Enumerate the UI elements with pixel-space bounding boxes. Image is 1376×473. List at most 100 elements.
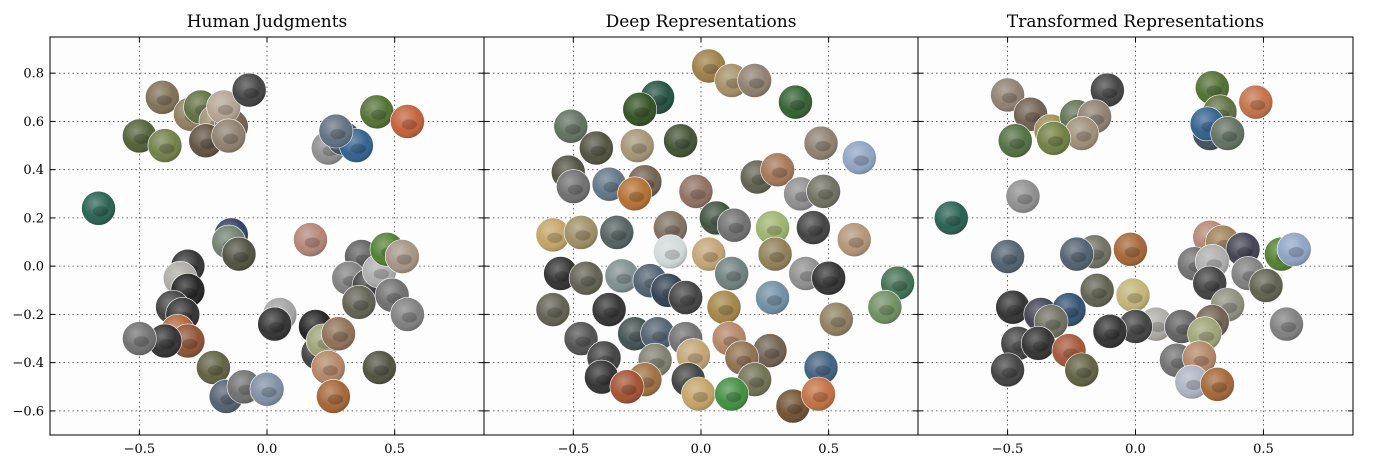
y-tick-label: −0.4 [12,356,44,371]
image-point [359,94,395,130]
image-point [249,371,285,407]
image-point [1020,326,1056,361]
image-point [543,256,578,291]
image-point [122,321,157,356]
image-point [760,152,795,187]
points-layer [81,72,425,414]
image-point [609,369,645,405]
image-point [556,169,591,204]
image-point [221,236,257,272]
image-point [231,72,267,108]
x-tick-label: 0.5 [818,442,839,457]
image-point [196,350,231,385]
image-point [1276,231,1312,267]
image-point [385,239,420,274]
x-tick-label: 0.5 [1253,442,1274,457]
y-tick-label: 0.8 [23,67,44,82]
image-point [619,128,655,163]
image-point [257,306,292,342]
image-point [757,236,793,272]
image-point [803,125,839,161]
x-tick-label: 0.0 [691,442,712,457]
image-point [622,92,658,127]
image-point [211,118,247,154]
image-point [990,77,1025,113]
image-point [206,89,241,125]
image-point [147,128,183,163]
image-point [316,379,351,414]
image-point [778,84,813,120]
image-point [553,108,589,144]
image-point [796,210,831,245]
image-point [1059,236,1094,272]
image-point [1064,116,1100,151]
image-point [81,190,116,226]
image-point [579,130,614,166]
image-point [341,285,377,320]
image-point [591,292,627,327]
image-point [145,80,180,115]
points-layer [933,70,1312,402]
image-point [678,174,714,209]
image-point [806,174,841,209]
points-layer [535,48,915,424]
panel-2: Deep Representations −0.5 0.0 0.5 [483,12,919,457]
image-point [1174,364,1210,400]
image-point [819,301,854,337]
image-point [321,316,356,351]
image-point [1092,313,1128,349]
image-point [755,210,790,245]
image-point [1269,306,1304,342]
x-tick-label: 0.0 [257,442,278,457]
image-point [995,289,1030,325]
image-point [1013,96,1048,132]
x-tick-label: −0.5 [992,442,1024,457]
image-point [1210,116,1245,151]
image-point [640,316,675,351]
panel-title: Deep Representations [606,12,797,32]
image-point [310,350,346,385]
image-point [653,234,688,269]
panel-title: Transformed Representations [1007,12,1264,32]
y-tick-label: 0.6 [23,115,44,130]
image-point [1036,121,1071,156]
image-point [362,350,397,385]
image-point [841,140,877,175]
image-point [836,222,872,257]
image-point [653,210,688,245]
image-point [691,236,726,272]
image-point [997,123,1033,159]
image-point [801,376,836,412]
image-point [1118,309,1153,344]
panel-3: Transformed Representations −0.5 0.0 0.5 [917,12,1354,457]
image-point [617,176,652,212]
image-point [147,323,183,359]
panel-1: Human Judgments −0.5 0.0 0.5 0.8 0.6 0.4 0.2 0.0… [12,12,485,457]
image-point [563,215,599,250]
image-point [604,258,640,294]
image-point [1238,84,1274,120]
image-point [716,207,752,243]
panel-title: Human Judgments [187,12,348,32]
image-point [755,280,790,315]
image-point [568,260,604,296]
image-point [1079,272,1115,308]
y-tick-label: −0.6 [12,404,44,419]
image-point [535,292,571,327]
image-point [1064,352,1100,388]
image-point [803,350,839,385]
image-point [933,200,969,236]
y-tick-label: 0.4 [23,163,44,178]
image-point [599,215,635,250]
image-point [668,280,703,315]
image-point [663,123,698,159]
x-tick-label: 0.5 [384,442,405,457]
image-point [1113,231,1148,267]
x-tick-label: −0.5 [124,442,156,457]
image-point [293,222,328,257]
image-point [318,113,354,149]
image-point [706,289,742,325]
image-point [714,376,749,412]
x-tick-label: 0.0 [1125,442,1146,457]
